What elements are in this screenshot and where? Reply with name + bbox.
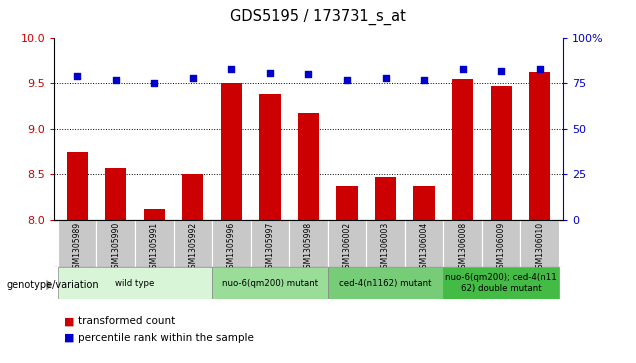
Point	[535, 66, 545, 72]
Text: GSM1305997: GSM1305997	[265, 221, 274, 273]
Bar	[251, 220, 289, 267]
Point	[149, 81, 160, 86]
Bar	[58, 267, 212, 299]
Point	[111, 77, 121, 83]
Point	[342, 77, 352, 83]
Text: ■: ■	[64, 316, 74, 326]
Bar	[221, 83, 242, 220]
Text: GSM1306002: GSM1306002	[343, 221, 352, 273]
Text: GSM1305998: GSM1305998	[304, 221, 313, 273]
Text: GSM1306003: GSM1306003	[381, 221, 390, 273]
Bar	[366, 220, 405, 267]
Point	[226, 66, 237, 72]
Bar	[443, 220, 482, 267]
Bar	[490, 86, 512, 220]
Bar	[174, 220, 212, 267]
Text: GDS5195 / 173731_s_at: GDS5195 / 173731_s_at	[230, 9, 406, 25]
Bar	[375, 177, 396, 220]
Point	[380, 75, 391, 81]
Bar	[289, 220, 328, 267]
Bar	[97, 220, 135, 267]
Text: GSM1305989: GSM1305989	[73, 221, 81, 273]
Text: GSM1305991: GSM1305991	[150, 221, 159, 273]
Text: GSM1305992: GSM1305992	[188, 221, 197, 273]
Bar	[452, 79, 473, 220]
Text: ■: ■	[64, 333, 74, 343]
Text: nuo-6(qm200); ced-4(n11
62) double mutant: nuo-6(qm200); ced-4(n11 62) double mutan…	[445, 273, 557, 293]
Text: GSM1305990: GSM1305990	[111, 221, 120, 273]
Text: genotype/variation: genotype/variation	[6, 280, 99, 290]
Point	[265, 70, 275, 76]
Point	[496, 68, 506, 74]
Text: GSM1306010: GSM1306010	[536, 221, 544, 273]
Text: transformed count: transformed count	[78, 316, 175, 326]
Bar	[520, 220, 559, 267]
Text: nuo-6(qm200) mutant: nuo-6(qm200) mutant	[222, 279, 318, 287]
Point	[188, 75, 198, 81]
Text: GSM1306009: GSM1306009	[497, 221, 506, 273]
Bar	[443, 267, 559, 299]
Bar	[135, 220, 174, 267]
Point	[457, 66, 467, 72]
Bar	[482, 220, 520, 267]
Bar	[105, 168, 127, 220]
Text: ced-4(n1162) mutant: ced-4(n1162) mutant	[339, 279, 432, 287]
Bar	[144, 209, 165, 220]
Bar	[259, 94, 280, 220]
Bar	[405, 220, 443, 267]
Bar	[413, 186, 434, 220]
Bar	[328, 267, 443, 299]
Point	[303, 72, 314, 77]
Text: GSM1306008: GSM1306008	[458, 221, 467, 273]
Bar	[212, 220, 251, 267]
Polygon shape	[46, 280, 52, 290]
Text: GSM1306004: GSM1306004	[420, 221, 429, 273]
Bar	[336, 186, 357, 220]
Bar	[212, 267, 328, 299]
Bar	[328, 220, 366, 267]
Point	[419, 77, 429, 83]
Bar	[529, 72, 550, 220]
Bar	[183, 174, 204, 220]
Text: GSM1305996: GSM1305996	[227, 221, 236, 273]
Bar	[67, 152, 88, 220]
Text: percentile rank within the sample: percentile rank within the sample	[78, 333, 254, 343]
Point	[72, 73, 82, 79]
Bar	[58, 220, 97, 267]
Bar	[298, 113, 319, 220]
Text: wild type: wild type	[115, 279, 155, 287]
